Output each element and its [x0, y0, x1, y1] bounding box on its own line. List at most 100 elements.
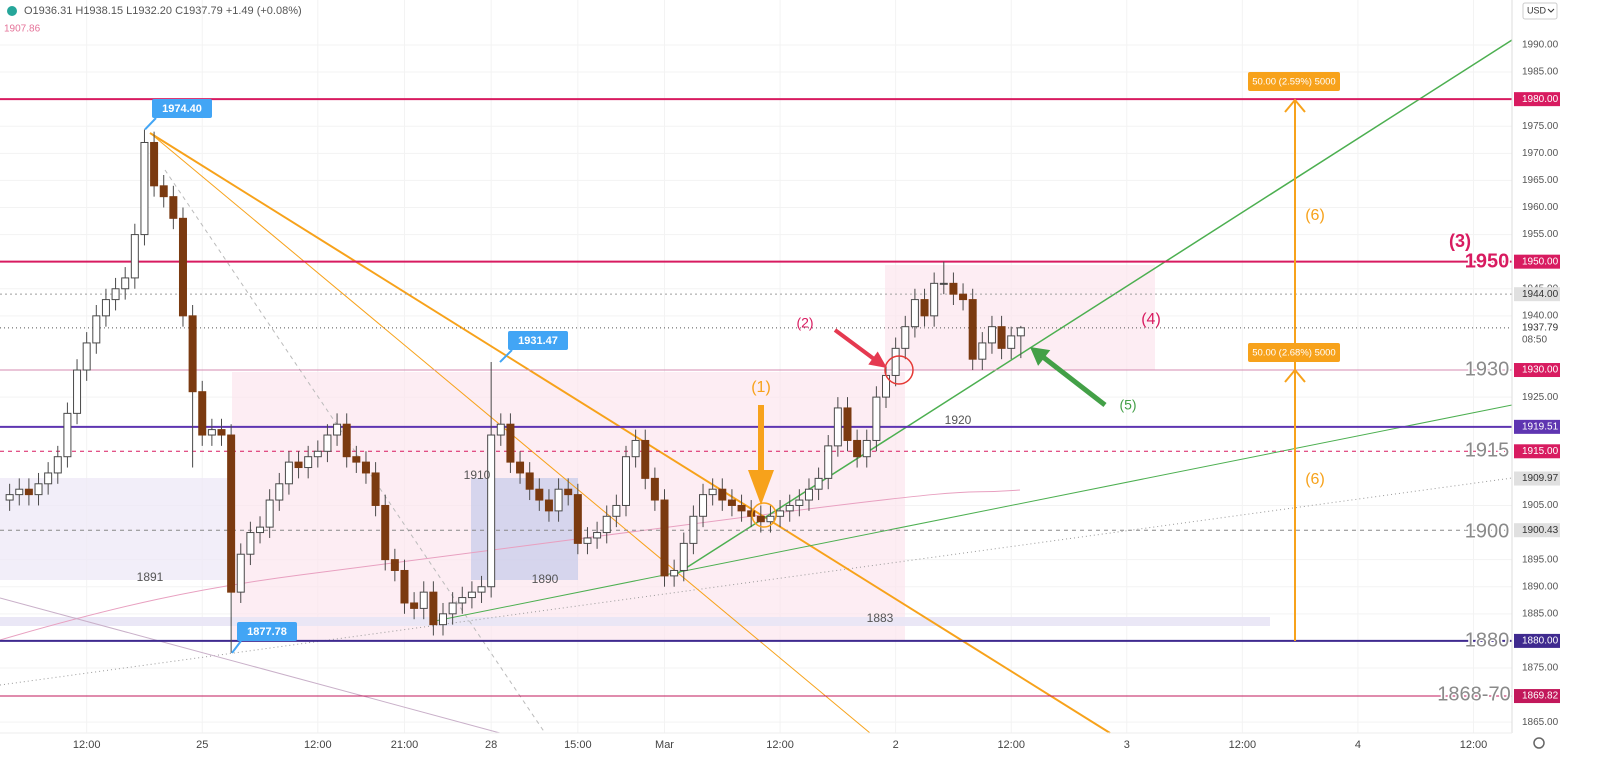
chevron[interactable]	[1547, 8, 1555, 13]
candle-body	[5, 494, 14, 501]
candle-body	[785, 504, 794, 512]
callout-label: 1877.78	[247, 626, 287, 638]
price-label-box	[1514, 363, 1560, 378]
callout-box	[237, 622, 297, 641]
price-label-box	[1514, 254, 1560, 269]
candle-body	[24, 488, 33, 496]
candle-body	[804, 488, 813, 501]
x-tick-label: 21:00	[391, 739, 419, 751]
callout-box	[152, 99, 212, 118]
candle-body	[63, 412, 72, 458]
arrow	[868, 351, 887, 368]
price-label-box	[1514, 287, 1560, 302]
candle-body	[602, 515, 611, 534]
candle-body	[361, 461, 370, 474]
candle-body	[1016, 327, 1025, 337]
candle-body	[439, 613, 448, 626]
candle-body	[284, 461, 293, 485]
candle-body	[862, 439, 871, 458]
candle-body	[814, 477, 823, 490]
x-tick-label: 2	[893, 739, 899, 751]
candle-body	[246, 532, 255, 555]
moving-average	[0, 489, 1021, 641]
candle-body	[352, 456, 361, 463]
annotation: (1)	[751, 379, 771, 396]
x-tick-label: 4	[1355, 739, 1361, 751]
currency[interactable]: USD	[1527, 5, 1547, 15]
arrow	[1030, 347, 1051, 366]
axes: 1990.00 1985.00 1975.00 1970.00 1965.00 1960.…	[73, 40, 1560, 751]
measure-arrow	[1284, 368, 1306, 383]
candle-body	[159, 185, 168, 198]
price-label: 1980.00	[1522, 94, 1559, 105]
annotation: 1920	[945, 413, 972, 427]
candle-body	[44, 472, 53, 485]
price-label: 1950.00	[1522, 256, 1559, 267]
candle-body	[727, 499, 736, 506]
candle-body	[487, 434, 496, 588]
candle-body	[496, 423, 505, 436]
zone	[885, 265, 1155, 370]
annotation: 1880	[1465, 629, 1510, 651]
candles	[5, 129, 1025, 653]
zones	[0, 265, 1270, 640]
candle-body	[901, 326, 910, 349]
candle-body	[718, 488, 727, 501]
annotation: (6)	[1305, 471, 1325, 488]
candle-body	[458, 597, 467, 604]
candle-body	[968, 299, 977, 360]
x-tick-label: 28	[485, 739, 497, 751]
y-tick-label: 1960.00	[1522, 202, 1559, 213]
candle-body	[217, 429, 226, 436]
ohlc-legend: O1936.31 H1938.15 L1932.20 C1937.79 +1.4…	[24, 5, 302, 17]
annotation: (3)	[1449, 231, 1471, 251]
price-label: 1937.79	[1522, 322, 1559, 333]
annotation: 1930	[1465, 358, 1510, 380]
candle-body	[939, 282, 948, 285]
candle-body	[227, 434, 236, 593]
candle-body	[323, 434, 332, 452]
x-tick-label: 25	[196, 739, 208, 751]
annotation: (4)	[1141, 311, 1161, 328]
measure-label: 50.00 (2.68%) 5000	[1252, 348, 1335, 359]
candle-body	[978, 342, 987, 360]
price-axis	[1512, 0, 1600, 770]
candle-body	[853, 439, 862, 458]
candle-body	[429, 591, 438, 626]
y-tick-label: 1965.00	[1522, 175, 1559, 186]
candle-body	[920, 299, 929, 317]
candle-body	[583, 537, 592, 544]
candle-body	[997, 326, 1006, 349]
x-tick-label: 12:00	[766, 739, 794, 751]
candle-body	[53, 456, 62, 474]
settings-icon[interactable]	[1533, 737, 1545, 749]
candle-body	[294, 461, 303, 469]
annotation: 1900	[1465, 520, 1510, 542]
candle-body	[477, 586, 486, 593]
candle-body	[843, 407, 852, 441]
measure-box	[1248, 72, 1340, 91]
candle-body	[169, 196, 178, 219]
candle-body	[121, 277, 130, 290]
y-tick-label: 1925.00	[1522, 392, 1559, 403]
candle-body	[400, 569, 409, 604]
price-label: 1880.00	[1522, 636, 1559, 647]
candle-body	[101, 299, 110, 317]
callout-label: 1931.47	[518, 335, 558, 347]
candle-body	[236, 553, 245, 593]
trend-line	[0, 597, 501, 734]
levels	[0, 98, 1512, 697]
arrow	[758, 405, 764, 473]
annotation: (6)	[1305, 207, 1325, 224]
status-icon	[7, 6, 17, 16]
candle-body	[371, 472, 380, 506]
candle-body	[304, 456, 313, 469]
candle-body	[679, 542, 688, 571]
currency-button[interactable]	[1522, 2, 1558, 20]
price-label: 1944.00	[1522, 289, 1559, 300]
candle-body	[130, 234, 139, 279]
price-label-box	[1514, 689, 1560, 704]
candle-body	[73, 369, 82, 414]
zone	[0, 617, 1270, 626]
candle-body	[92, 315, 101, 344]
